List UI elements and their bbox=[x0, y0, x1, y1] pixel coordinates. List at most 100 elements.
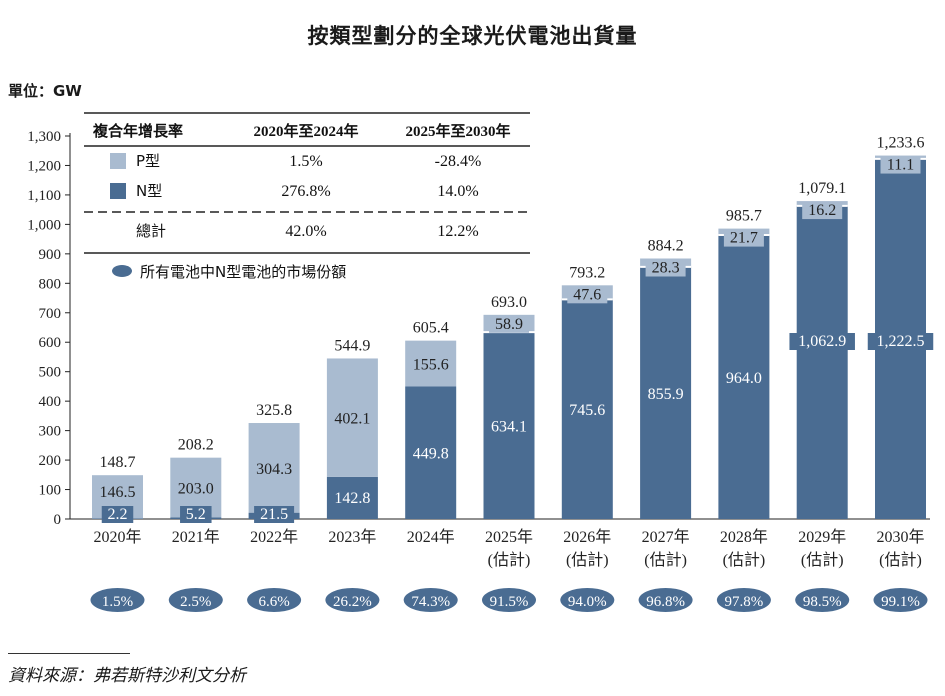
bar-n-type bbox=[326, 476, 378, 519]
x-tick-label: 2028年 bbox=[720, 528, 768, 546]
n-share-ellipse bbox=[716, 588, 771, 612]
x-tick-label: 2027年 bbox=[642, 528, 690, 546]
y-tick-label: 100 bbox=[39, 483, 62, 499]
n-share-ellipse bbox=[873, 588, 928, 612]
n-share-label: 97.8% bbox=[725, 594, 764, 610]
p-value-label: 21.7 bbox=[730, 230, 758, 247]
y-tick-label: 200 bbox=[39, 453, 62, 469]
n-share-ellipse bbox=[560, 588, 615, 612]
bar-p-type bbox=[405, 340, 457, 387]
n-share-ellipse bbox=[247, 588, 302, 612]
n-value-label: 21.5 bbox=[260, 506, 288, 523]
y-tick-label: 700 bbox=[39, 306, 62, 322]
cagr-row-label: 總計 bbox=[136, 222, 166, 240]
bar-n-type bbox=[405, 386, 457, 519]
x-tick-label: 2030年 bbox=[876, 528, 924, 546]
x-tick-label: (估計) bbox=[644, 551, 687, 569]
x-tick-label: (估計) bbox=[879, 551, 922, 569]
unit-label: 單位：GW bbox=[8, 82, 82, 100]
cagr-row-value: 42.0% bbox=[285, 223, 326, 240]
cagr-header-label: 複合年增長率 bbox=[92, 122, 183, 140]
y-tick-label: 600 bbox=[39, 335, 62, 351]
chart-title: 按類型劃分的全球光伏電池出貨量 bbox=[307, 24, 638, 48]
total-label: 208.2 bbox=[178, 437, 214, 454]
p-value-label: 11.1 bbox=[887, 157, 914, 174]
y-tick-label: 400 bbox=[39, 394, 62, 410]
share-legend-label: 所有電池中N型電池的市場份額 bbox=[140, 263, 346, 281]
total-label: 325.8 bbox=[256, 402, 292, 419]
n-share-ellipse bbox=[482, 588, 536, 612]
n-value-label: 634.1 bbox=[491, 419, 527, 436]
p-value-label: 155.6 bbox=[413, 357, 449, 374]
total-label: 544.9 bbox=[334, 337, 370, 354]
bar-n-type bbox=[796, 205, 848, 519]
n-share-label: 94.0% bbox=[568, 594, 607, 610]
n-share-ellipse bbox=[795, 588, 850, 612]
x-tick-label: 2025年 bbox=[485, 528, 533, 546]
x-tick-label: (估計) bbox=[488, 551, 531, 569]
n-label-box bbox=[101, 506, 134, 523]
cagr-row-label: N型 bbox=[136, 182, 162, 200]
n-value-label: 1,222.5 bbox=[877, 333, 925, 350]
cagr-row-value: -28.4% bbox=[435, 153, 482, 170]
bar-n-type bbox=[718, 234, 770, 519]
p-label-box bbox=[802, 202, 843, 220]
source-note: 資料來源：弗若斯特沙利文分析 bbox=[8, 666, 246, 686]
n-value-label: 1,062.9 bbox=[798, 333, 846, 350]
n-label-box bbox=[789, 333, 855, 350]
x-tick-label: 2026年 bbox=[563, 528, 611, 546]
total-label: 148.7 bbox=[100, 454, 136, 471]
p-value-label: 47.6 bbox=[573, 286, 601, 303]
total-label: 793.2 bbox=[569, 264, 605, 281]
n-label-box bbox=[254, 506, 295, 523]
p-type-swatch bbox=[110, 153, 126, 169]
p-value-label: 304.3 bbox=[256, 461, 292, 478]
n-share-ellipse bbox=[325, 588, 380, 612]
y-tick-label: 500 bbox=[39, 365, 62, 381]
n-share-label: 91.5% bbox=[490, 594, 529, 610]
cagr-row-value: 12.2% bbox=[437, 223, 478, 240]
y-tick-label: 1,000 bbox=[27, 217, 61, 233]
x-tick-label: 2021年 bbox=[172, 528, 220, 546]
source-divider bbox=[8, 653, 130, 654]
n-value-label: 449.8 bbox=[413, 446, 449, 463]
y-tick-label: 0 bbox=[54, 512, 62, 528]
x-tick-label: (估計) bbox=[801, 551, 844, 569]
x-tick-label: 2022年 bbox=[250, 528, 298, 546]
n-label-box bbox=[180, 506, 212, 523]
n-value-label: 5.2 bbox=[186, 506, 206, 523]
p-value-label: 402.1 bbox=[334, 411, 370, 428]
p-label-box bbox=[489, 315, 529, 333]
x-tick-label: 2020年 bbox=[93, 528, 141, 546]
y-tick-label: 300 bbox=[39, 424, 62, 440]
total-label: 605.4 bbox=[413, 320, 449, 337]
cagr-row-value: 1.5% bbox=[289, 153, 322, 170]
n-value-label: 142.8 bbox=[334, 490, 370, 507]
total-label: 1,233.6 bbox=[877, 135, 925, 152]
n-share-label: 26.2% bbox=[333, 594, 372, 610]
y-tick-label: 1,300 bbox=[27, 129, 61, 145]
n-share-ellipse bbox=[90, 588, 145, 612]
bar-p-type bbox=[326, 358, 378, 477]
y-tick-label: 900 bbox=[39, 247, 62, 263]
total-label: 884.2 bbox=[648, 238, 684, 255]
cagr-row-value: 14.0% bbox=[437, 183, 478, 200]
cagr-table-background bbox=[84, 113, 530, 253]
cagr-row-label: P型 bbox=[136, 152, 160, 170]
share-legend-ellipse-icon bbox=[112, 265, 132, 277]
p-label-box bbox=[880, 156, 921, 174]
cagr-header-period-2: 2025年至2030年 bbox=[405, 122, 510, 140]
n-share-ellipse bbox=[638, 588, 693, 612]
y-tick-label: 1,100 bbox=[27, 188, 61, 204]
bar-n-type bbox=[561, 299, 613, 519]
p-label-box bbox=[567, 286, 608, 304]
n-share-label: 98.5% bbox=[803, 594, 842, 610]
n-share-label: 2.5% bbox=[180, 594, 211, 610]
y-tick-label: 800 bbox=[39, 276, 62, 292]
p-label-box bbox=[645, 259, 686, 277]
y-tick-label: 1,200 bbox=[27, 158, 61, 174]
bar-p-type bbox=[248, 423, 300, 513]
total-label: 985.7 bbox=[726, 208, 762, 225]
n-share-label: 6.6% bbox=[258, 594, 289, 610]
